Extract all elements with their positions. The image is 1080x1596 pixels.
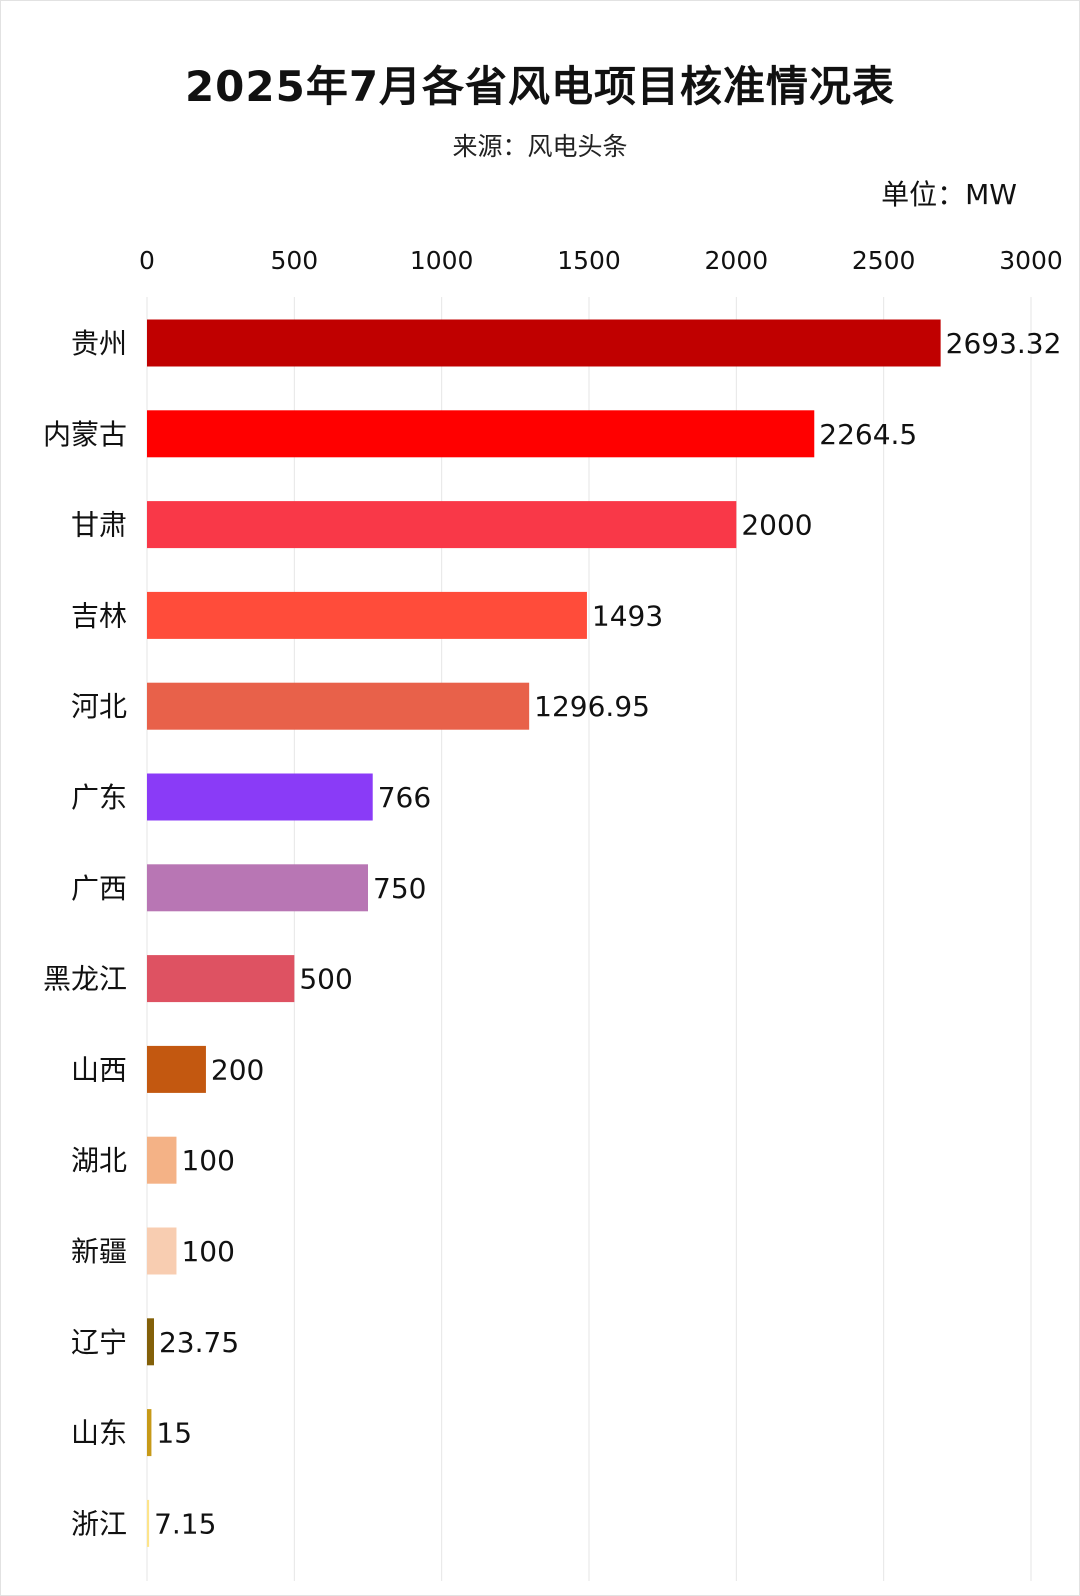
bar: [147, 682, 530, 730]
category-label: 山东: [71, 1417, 127, 1450]
category-label: 广东: [71, 781, 127, 814]
data-label: 7.15: [154, 1507, 216, 1540]
bar: [147, 1136, 177, 1184]
data-label: 15: [156, 1417, 192, 1450]
category-label: 贵州: [71, 327, 127, 360]
category-label: 河北: [71, 690, 127, 723]
data-label: 1493: [592, 599, 663, 632]
data-label: 200: [211, 1053, 264, 1086]
bar: [147, 1318, 154, 1366]
x-tick-label: 1000: [410, 246, 474, 275]
bar: [147, 955, 295, 1003]
x-tick-label: 3000: [999, 246, 1063, 275]
bar: [147, 410, 815, 458]
data-label: 2693.32: [946, 327, 1062, 360]
data-label: 1296.95: [534, 690, 650, 723]
category-label: 湖北: [71, 1144, 127, 1177]
category-label: 新疆: [71, 1235, 127, 1268]
bar: [147, 864, 368, 912]
x-tick-label: 2000: [705, 246, 769, 275]
category-label: 广西: [71, 872, 127, 905]
bar: [147, 1499, 150, 1547]
bar: [147, 319, 941, 367]
data-label: 766: [378, 781, 431, 814]
x-tick-label: 500: [270, 246, 318, 275]
data-label: 2000: [741, 509, 812, 542]
chart-source: 来源：风电头条: [452, 132, 628, 161]
category-label: 内蒙古: [43, 418, 127, 451]
bar: [147, 773, 373, 821]
data-label: 23.75: [159, 1326, 239, 1359]
chart-unit: 单位：MW: [881, 178, 1017, 211]
bar: [147, 1409, 152, 1457]
category-label: 辽宁: [71, 1326, 127, 1359]
data-label: 2264.5: [819, 418, 917, 451]
data-label: 100: [181, 1144, 234, 1177]
category-label: 浙江: [71, 1507, 127, 1540]
bar: [147, 501, 737, 549]
data-label: 750: [373, 872, 426, 905]
category-label: 吉林: [71, 599, 127, 632]
category-label: 甘肃: [71, 509, 127, 542]
bar: [147, 1227, 177, 1275]
x-tick-label: 2500: [852, 246, 916, 275]
x-tick-label: 1500: [557, 246, 621, 275]
bar: [147, 591, 587, 639]
data-label: 500: [299, 963, 352, 996]
chart-title: 2025年7月各省风电项目核准情况表: [184, 62, 896, 111]
category-label: 山西: [71, 1053, 127, 1086]
data-label: 100: [181, 1235, 234, 1268]
category-label: 黑龙江: [43, 963, 127, 996]
x-tick-label: 0: [139, 246, 155, 275]
bar: [147, 1045, 206, 1093]
